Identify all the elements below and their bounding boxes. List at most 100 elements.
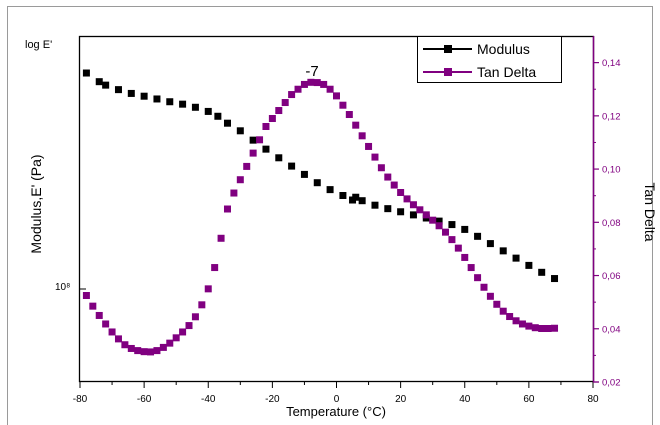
data-point bbox=[397, 208, 405, 216]
legend-box bbox=[417, 36, 562, 83]
data-point bbox=[275, 107, 283, 115]
legend-label-modulus: Modulus bbox=[477, 41, 530, 57]
data-point bbox=[474, 232, 482, 240]
data-point bbox=[544, 325, 552, 333]
right-tick-label: 0,12 bbox=[602, 111, 621, 122]
data-point bbox=[89, 302, 97, 310]
data-point bbox=[326, 85, 334, 93]
x-tick-label: 40 bbox=[459, 394, 471, 405]
right-axis-title: Tan Delta bbox=[642, 182, 658, 241]
data-point bbox=[416, 206, 424, 214]
data-point bbox=[499, 307, 507, 315]
data-point bbox=[480, 283, 488, 291]
data-point bbox=[249, 136, 257, 144]
data-point bbox=[140, 92, 148, 100]
data-point bbox=[114, 86, 122, 94]
data-point bbox=[506, 313, 514, 321]
data-point bbox=[345, 111, 353, 119]
data-point bbox=[448, 221, 456, 229]
data-point bbox=[384, 205, 392, 213]
data-point bbox=[538, 325, 546, 333]
data-point bbox=[339, 192, 347, 200]
data-point bbox=[153, 347, 161, 355]
data-point bbox=[102, 81, 110, 89]
data-point bbox=[230, 189, 238, 197]
data-point bbox=[185, 322, 193, 330]
data-point bbox=[442, 228, 450, 236]
data-point bbox=[313, 179, 321, 187]
data-point bbox=[262, 122, 270, 130]
data-point bbox=[461, 253, 469, 261]
right-tick-label: 0,10 bbox=[602, 165, 621, 176]
data-point bbox=[422, 211, 430, 219]
data-point bbox=[288, 91, 296, 99]
x-tick-label: 0 bbox=[334, 394, 340, 405]
data-point bbox=[352, 193, 360, 201]
data-point bbox=[134, 347, 142, 355]
data-point bbox=[281, 99, 289, 107]
right-tick-label: 0,06 bbox=[602, 271, 621, 282]
series-modulus bbox=[82, 69, 559, 283]
data-point bbox=[198, 301, 206, 309]
data-point bbox=[512, 254, 520, 262]
data-point bbox=[243, 162, 251, 170]
data-point bbox=[191, 313, 199, 321]
data-point bbox=[268, 115, 276, 123]
data-point bbox=[108, 328, 116, 336]
legend-label-tan-delta: Tan Delta bbox=[477, 64, 536, 80]
data-point bbox=[448, 236, 456, 244]
data-point bbox=[214, 112, 222, 120]
data-point bbox=[249, 149, 257, 157]
data-point bbox=[179, 328, 187, 336]
data-point bbox=[352, 121, 360, 129]
data-point bbox=[371, 153, 379, 161]
data-point bbox=[236, 127, 244, 135]
data-point bbox=[82, 292, 90, 299]
data-point bbox=[236, 176, 244, 184]
data-point bbox=[409, 211, 417, 219]
data-point bbox=[525, 322, 533, 330]
data-point bbox=[461, 225, 469, 233]
x-tick-label: 80 bbox=[587, 394, 599, 405]
data-point bbox=[217, 234, 225, 242]
x-tick-label: -20 bbox=[265, 394, 280, 405]
x-axis-title: Temperature (°C) bbox=[286, 404, 386, 419]
data-point bbox=[525, 261, 533, 269]
data-point bbox=[435, 217, 443, 225]
data-point bbox=[204, 107, 212, 115]
data-point bbox=[333, 92, 340, 100]
x-tick-label: 20 bbox=[395, 394, 407, 405]
data-point bbox=[409, 201, 417, 209]
data-point bbox=[223, 119, 231, 127]
data-point bbox=[384, 173, 392, 181]
data-point bbox=[223, 205, 231, 213]
data-point bbox=[262, 145, 270, 153]
data-point bbox=[204, 285, 212, 293]
data-point bbox=[159, 343, 167, 351]
data-point bbox=[294, 85, 302, 93]
data-point bbox=[95, 78, 103, 86]
plot-area bbox=[78, 35, 595, 383]
data-point bbox=[313, 79, 321, 87]
data-point bbox=[339, 101, 347, 109]
right-tick-label: 0,04 bbox=[602, 324, 621, 335]
data-point bbox=[153, 95, 161, 103]
data-point bbox=[429, 216, 437, 224]
data-point bbox=[486, 292, 494, 300]
data-point bbox=[326, 186, 334, 194]
data-point bbox=[551, 324, 559, 332]
x-tick-label: -60 bbox=[137, 394, 152, 405]
data-point bbox=[499, 247, 507, 255]
data-point bbox=[435, 222, 443, 230]
left-axis: 10⁸ log E' bbox=[25, 39, 86, 293]
data-point bbox=[365, 142, 373, 150]
data-point bbox=[300, 170, 308, 178]
data-point bbox=[358, 197, 366, 205]
left-axis-title: Modulus,E' (Pa) bbox=[28, 154, 44, 253]
data-point bbox=[320, 80, 328, 88]
data-point bbox=[211, 264, 219, 272]
peak-annotation: -7 bbox=[305, 63, 318, 80]
data-point bbox=[403, 195, 411, 203]
data-point bbox=[288, 162, 296, 170]
data-point bbox=[191, 103, 199, 111]
